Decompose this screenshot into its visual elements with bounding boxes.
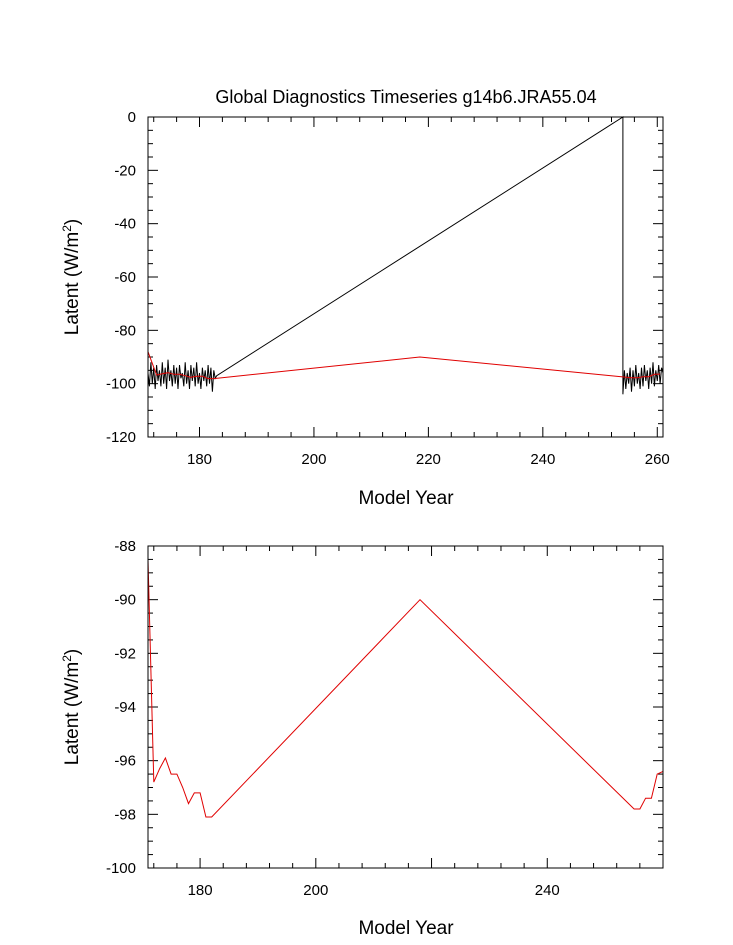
x-tick-label: 220 (416, 451, 441, 468)
y-axis-title-superscript: 2 (60, 225, 74, 232)
y-axis-title-bottom: Latent (W/m2) (60, 649, 83, 766)
y-tick-label: -80 (114, 322, 136, 339)
y-tick-label: 0 (128, 109, 136, 126)
y-tick-label: -96 (114, 753, 136, 770)
x-tick-labels-bottom: 180 200 240 (188, 882, 560, 899)
series-line-monthly (147, 116, 664, 395)
y-axis-title-text: Latent (W/m (62, 662, 83, 765)
series-line-annual-mean (147, 559, 664, 818)
series-group-bottom (147, 559, 664, 818)
y-tick-label: -60 (114, 269, 136, 286)
x-tick-labels-top: 180 200 220 240 260 (187, 451, 670, 468)
y-tick-label: -88 (114, 538, 136, 555)
tick-marks-bottom (148, 545, 663, 869)
y-axis-title-superscript: 2 (60, 655, 74, 662)
y-axis-title-text: Latent (W/m (62, 232, 83, 335)
series-line-annual-mean (147, 351, 661, 380)
chart-bottom: 180 200 240 -88 -90 -92 -94 -96 -98 -100 Model Y… (60, 538, 664, 939)
x-tick-label: 260 (645, 451, 670, 468)
x-tick-label: 200 (303, 882, 328, 899)
y-axis-title-close: ) (62, 219, 83, 225)
y-tick-label: -100 (106, 860, 136, 877)
chart-title: Global Diagnostics Timeseries g14b6.JRA5… (215, 87, 596, 107)
y-tick-label: -100 (106, 376, 136, 393)
y-tick-label: -90 (114, 592, 136, 609)
y-tick-label: -98 (114, 806, 136, 823)
series-group-top (147, 116, 664, 395)
y-tick-label: -20 (114, 162, 136, 179)
y-tick-label: -92 (114, 645, 136, 662)
x-tick-label: 240 (535, 882, 560, 899)
x-tick-label: 180 (188, 882, 213, 899)
y-axis-title-top: Latent (W/m2) (60, 219, 83, 336)
x-tick-label: 180 (187, 451, 212, 468)
y-tick-label: -120 (106, 429, 136, 446)
plot-frame-bottom (147, 545, 664, 869)
y-tick-label: -94 (114, 699, 136, 716)
y-tick-label: -40 (114, 216, 136, 233)
x-tick-label: 200 (301, 451, 326, 468)
y-tick-labels-top: 0 -20 -40 -60 -80 -100 -120 (106, 109, 136, 446)
plot-frame-top (147, 116, 664, 438)
x-axis-title-bottom: Model Year (358, 918, 454, 939)
y-tick-labels-bottom: -88 -90 -92 -94 -96 -98 -100 (106, 538, 136, 877)
tick-marks-top (148, 116, 663, 438)
x-axis-title-top: Model Year (358, 488, 454, 509)
x-tick-label: 240 (530, 451, 555, 468)
chart-top: Global Diagnostics Timeseries g14b6.JRA5… (60, 87, 670, 509)
y-axis-title-close: ) (62, 649, 83, 655)
